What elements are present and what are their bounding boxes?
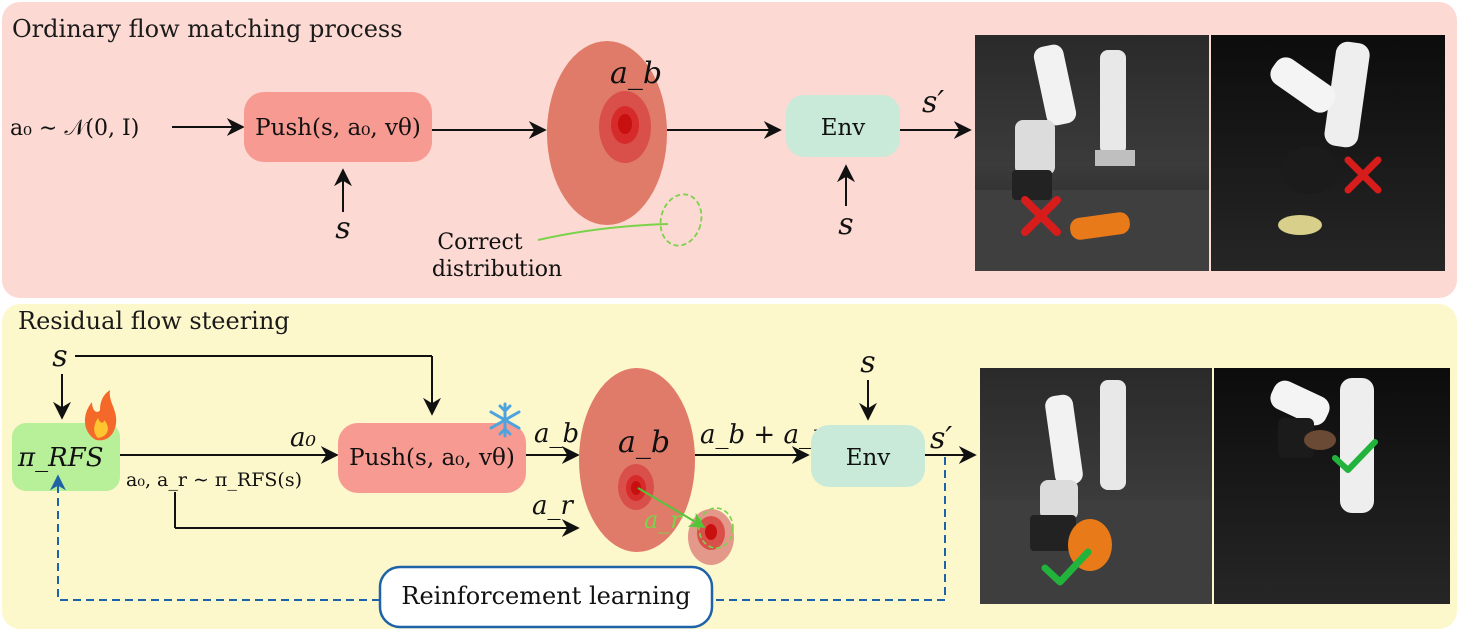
- dist-label-top: a_b: [610, 56, 662, 91]
- sample-label: a₀, a_r ∼ π_RFS(s): [126, 469, 302, 491]
- state-top-bottom: s: [52, 339, 67, 374]
- ar-edge-label: a_r: [532, 491, 575, 521]
- robot-photo-fail-2: [1211, 35, 1445, 271]
- rl-feedback-dashed: [712, 457, 946, 601]
- env-box-top: Env: [786, 95, 900, 157]
- robot-arm-icon: [1270, 41, 1370, 194]
- a0-edge-label: a₀: [290, 423, 317, 453]
- env-label-top: Env: [821, 115, 866, 141]
- push-box-top: Push(s, a₀, vθ): [244, 92, 432, 162]
- next-state-bottom: s′: [930, 421, 952, 456]
- cross-icon: [1021, 196, 1061, 236]
- top-panel: Ordinary flow matching process a₀ ∼ 𝒩(0,…: [2, 2, 1457, 298]
- robot-photo-success-1: [980, 368, 1212, 604]
- env-label-bottom: Env: [846, 445, 891, 471]
- action-distribution-bottom: a_b: [579, 368, 695, 552]
- snowflake-icon: [489, 402, 521, 438]
- policy-box: π_RFS: [12, 423, 120, 491]
- rl-box: Reinforcement learning: [378, 565, 714, 629]
- action-distribution-top: a_b: [547, 41, 667, 225]
- next-state-top: s′: [922, 85, 944, 120]
- correct-distribution-ellipse: [659, 193, 703, 247]
- check-icon: [1332, 439, 1378, 473]
- ar-arrow-label: a_r: [644, 506, 683, 534]
- push-label-bottom: Push(s, a₀, vθ): [349, 445, 515, 471]
- bottom-panel: Residual flow steering s π_RFS a₀ a₀, a_…: [2, 304, 1457, 629]
- push-box-bottom: Push(s, a₀, vθ): [338, 423, 526, 493]
- state-above-env: s: [860, 345, 875, 380]
- top-panel-title: Ordinary flow matching process: [12, 15, 403, 43]
- bottom-panel-title: Residual flow steering: [18, 307, 290, 335]
- ab-edge-label: a_b: [534, 419, 579, 449]
- push-label-top: Push(s, a₀, vθ): [255, 115, 421, 141]
- cross-icon: [1344, 156, 1382, 194]
- rl-label: Reinforcement learning: [401, 582, 690, 610]
- state-below-push: s: [335, 211, 350, 246]
- robot-photo-success-2: [1214, 368, 1450, 604]
- env-box-bottom: Env: [811, 425, 925, 487]
- noise-input-label: a₀ ∼ 𝒩(0, I): [10, 116, 139, 141]
- robot-arm-icon: [1270, 378, 1374, 513]
- dist-label-bottom: a_b: [618, 425, 670, 460]
- sum-label: a_b + a_r: [700, 420, 826, 450]
- correct-label-line1: Correct: [437, 230, 522, 255]
- correct-label-line2: distribution: [432, 257, 562, 282]
- check-icon: [1041, 548, 1092, 586]
- fire-icon: [84, 390, 117, 441]
- robot-photo-fail-1: [975, 35, 1209, 271]
- robot-arm-icon: [1012, 44, 1135, 200]
- robot-arm-icon: [1030, 380, 1126, 551]
- policy-label: π_RFS: [17, 443, 104, 473]
- state-below-env: s: [838, 207, 853, 242]
